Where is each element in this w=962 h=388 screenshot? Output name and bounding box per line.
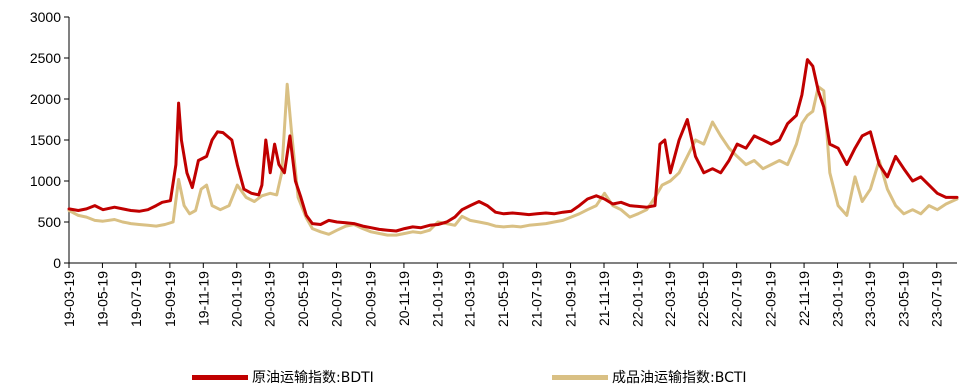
x-tick-label: 19-05-19: [94, 271, 110, 327]
legend-swatch-bdti: [192, 374, 248, 380]
x-tick-label: 20-11-19: [396, 271, 412, 326]
y-tick-label: 500: [38, 214, 62, 230]
y-tick-label: 1000: [30, 173, 61, 189]
x-tick-label: 19-09-19: [162, 271, 178, 327]
x-tick-label: 20-07-19: [328, 271, 344, 327]
x-tick-label: 22-03-19: [662, 271, 678, 327]
x-tick-label: 22-05-19: [695, 271, 711, 327]
x-tick-label: 21-07-19: [529, 271, 545, 327]
y-tick-label: 1500: [30, 132, 61, 148]
x-tick-label: 22-01-19: [629, 271, 645, 327]
x-tick-label: 23-07-19: [929, 271, 945, 327]
y-tick-label: 3000: [30, 9, 61, 25]
x-tick-label: 22-07-19: [729, 271, 745, 327]
y-tick-label: 2000: [30, 91, 61, 107]
legend-item-bcti: 成品油运输指数:BCTI: [552, 366, 747, 388]
x-tick-label: 20-09-19: [362, 271, 378, 327]
x-tick-label: 23-05-19: [895, 271, 911, 327]
series-layer: [67, 58, 959, 237]
y-axis: 0 500 1000 1500 2000 2500 3000: [30, 9, 70, 271]
x-tick-label: 21-09-19: [563, 271, 579, 327]
x-tick-label: 23-03-19: [862, 271, 878, 327]
legend-item-bdti: 原油运输指数:BDTI: [192, 366, 374, 388]
x-tick-label: 20-01-19: [229, 271, 245, 327]
y-tick-label: 2500: [30, 50, 61, 66]
x-tick-label: 19-11-19: [195, 271, 211, 326]
legend: 原油运输指数:BDTI 成品油运输指数:BCTI: [0, 366, 962, 388]
series-line-bdti: [67, 58, 959, 233]
x-axis: 19-03-19 19-05-19 19-07-19 19-09-19 19-11-19…: [61, 262, 957, 327]
x-tick-label: 19-03-19: [61, 271, 77, 327]
series-line-bcti: [67, 82, 959, 237]
legend-swatch-bcti: [552, 374, 608, 380]
x-tick-label: 21-03-19: [462, 271, 478, 327]
x-tick-label: 22-11-19: [796, 271, 812, 326]
x-tick-label: 20-05-19: [295, 271, 311, 327]
x-tick-label: 20-03-19: [262, 271, 278, 327]
x-tick-label: 21-05-19: [495, 271, 511, 327]
x-tick-label: 21-11-19: [596, 271, 612, 326]
x-tick-label: 22-09-19: [763, 271, 779, 327]
x-tick-label: 21-01-19: [429, 271, 445, 327]
legend-label-bcti: 成品油运输指数:BCTI: [612, 370, 747, 386]
x-tick-label: 19-07-19: [128, 271, 144, 327]
x-tick-label: 23-01-19: [830, 271, 846, 327]
legend-label-bdti: 原油运输指数:BDTI: [252, 370, 374, 386]
y-tick-label: 0: [53, 255, 61, 271]
